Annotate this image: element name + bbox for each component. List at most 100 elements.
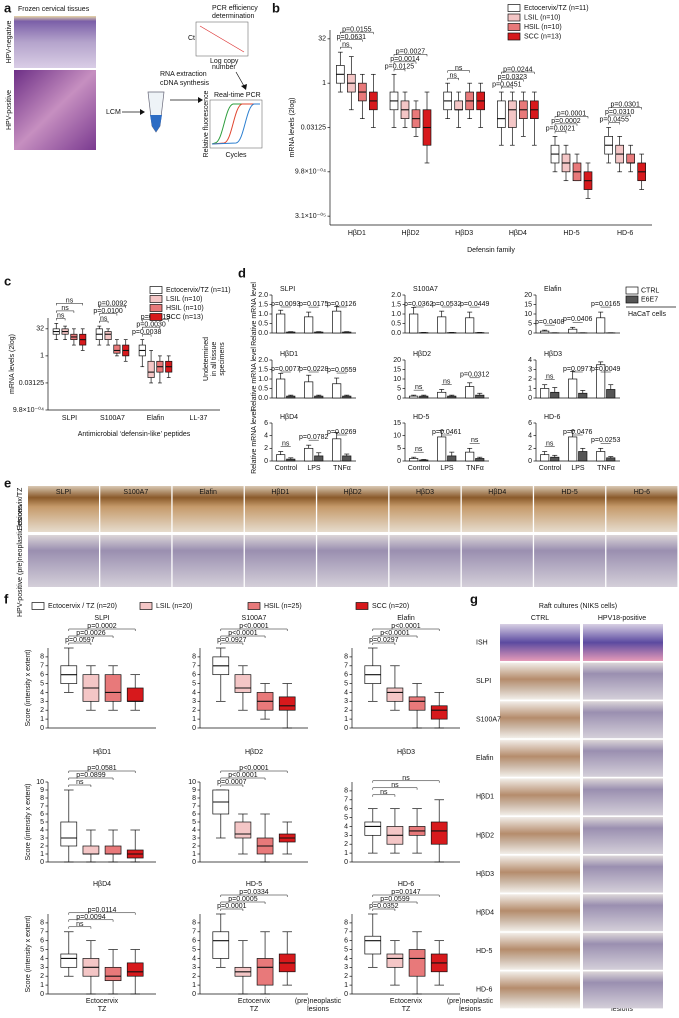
arrow <box>235 71 245 87</box>
y-tick-label: 5 <box>344 946 348 953</box>
y-tick-label: 0.03125 <box>301 124 326 131</box>
p-value: p=0.0038 <box>132 329 161 336</box>
chart-title: S100A7 <box>242 615 267 622</box>
box <box>126 687 144 702</box>
column-label: S100A7 <box>123 489 148 496</box>
y-tick-label: 0 <box>344 991 348 998</box>
y-tick-label: 20 <box>393 357 401 364</box>
y-tick-label: 6 <box>40 938 44 945</box>
p-value: p=0.0114 <box>88 907 117 914</box>
a-title: Frozen cervical tissues <box>18 6 90 13</box>
p-value: p=0.0027 <box>396 49 425 56</box>
y-tick-label: 2 <box>192 707 196 714</box>
tissue-image <box>534 535 606 587</box>
y-tick-label: 0 <box>192 991 196 998</box>
bar <box>437 316 447 334</box>
y-tick-label: 8 <box>344 654 348 661</box>
p-value: ns <box>415 446 423 453</box>
y-tick-label: 8 <box>192 920 196 927</box>
x-group-label: lesions <box>307 1006 329 1013</box>
y-tick-label: 8 <box>344 920 348 927</box>
y-axis-title: Relative mRNA level <box>251 410 258 474</box>
p-value: p=0.0899 <box>76 772 105 779</box>
y-tick-label: 3 <box>192 964 196 971</box>
column-label: HβD4 <box>488 489 506 496</box>
bar <box>314 331 324 334</box>
chart-title: HD-6 <box>544 414 560 421</box>
bar <box>419 459 429 462</box>
p-value: p=0.0269 <box>327 429 356 436</box>
box <box>386 687 404 702</box>
p-value: p=0.0927 <box>217 637 246 644</box>
panel-letter: a <box>4 0 12 15</box>
annotation: specimens <box>219 342 226 376</box>
p-value: p=0.0165 <box>591 301 620 308</box>
y-tick-label: 4 <box>192 689 196 696</box>
box <box>386 953 404 968</box>
bar <box>606 457 616 462</box>
arrow-head <box>140 109 145 115</box>
p-value: p=0.0094 <box>76 914 105 921</box>
x-tick-label: HD-6 <box>617 230 633 237</box>
p-value: p=0.0125 <box>385 64 414 71</box>
bar <box>578 451 588 462</box>
p-value: p=0.0581 <box>87 765 116 772</box>
tissue-image <box>28 535 99 587</box>
pcr-curve <box>211 103 260 145</box>
legend-swatch <box>625 286 639 295</box>
tissue-image <box>389 535 461 587</box>
y-tick-label: 4 <box>528 357 532 364</box>
box <box>256 958 274 986</box>
y-tick-label: 1 <box>192 851 196 858</box>
p-value: ns <box>342 41 350 48</box>
box <box>126 962 144 977</box>
bar <box>550 391 560 399</box>
arrow-head <box>198 97 203 103</box>
bar <box>475 458 485 462</box>
tissue-image <box>583 778 663 816</box>
y-axis-title: mRNA levels (2log) <box>289 98 296 158</box>
y-tick-label: 1 <box>344 850 348 857</box>
y-tick-label: 0.5 <box>391 320 401 327</box>
y-tick-label: 0 <box>40 725 44 732</box>
chart-title: HD-5 <box>413 414 429 421</box>
row-label: HβD1 <box>476 794 494 801</box>
y-tick-label: 4 <box>40 689 44 696</box>
bar <box>419 395 429 399</box>
bar <box>332 383 342 399</box>
tissue-image <box>500 894 580 932</box>
tissue-image <box>534 486 606 532</box>
y-tick-label: 4 <box>344 823 348 830</box>
panel-letter: e <box>4 475 11 490</box>
tissue-image <box>500 817 580 854</box>
bar <box>465 451 475 462</box>
box <box>454 100 463 111</box>
y-tick-label: 10 <box>524 311 532 318</box>
box <box>430 821 448 845</box>
row-label: HPV-positive (pre)neoplastic lesions <box>17 504 24 617</box>
tissue-image <box>172 486 244 532</box>
bar <box>596 451 606 462</box>
tissue-image <box>172 535 244 587</box>
box <box>430 705 448 720</box>
x-tick-label: HD-5 <box>563 230 579 237</box>
bar <box>409 313 419 334</box>
p-value: ns <box>546 374 554 381</box>
p-value: p=0.0026 <box>76 630 105 637</box>
p-value: ns <box>61 305 69 312</box>
y-tick-label: 5 <box>192 680 196 687</box>
chart-title: HβD2 <box>413 351 431 358</box>
y-tick-label: 4 <box>344 955 348 962</box>
p-value: ns <box>100 315 108 322</box>
y-tick-label: 10 <box>188 779 196 786</box>
legend-note: HaCaT cells <box>628 311 666 318</box>
p-value: p=0.0001 <box>557 111 586 118</box>
p-value: ns <box>76 921 84 928</box>
y-tick-label: 2 <box>344 841 348 848</box>
y-tick-label: 2 <box>264 445 268 452</box>
p-value: p=0.0631 <box>337 34 366 41</box>
y-tick-label: 10 <box>393 376 401 383</box>
p-value: p=0.0155 <box>342 26 371 33</box>
tissue-image <box>317 535 389 587</box>
x-group-label: TZ <box>402 1006 411 1013</box>
